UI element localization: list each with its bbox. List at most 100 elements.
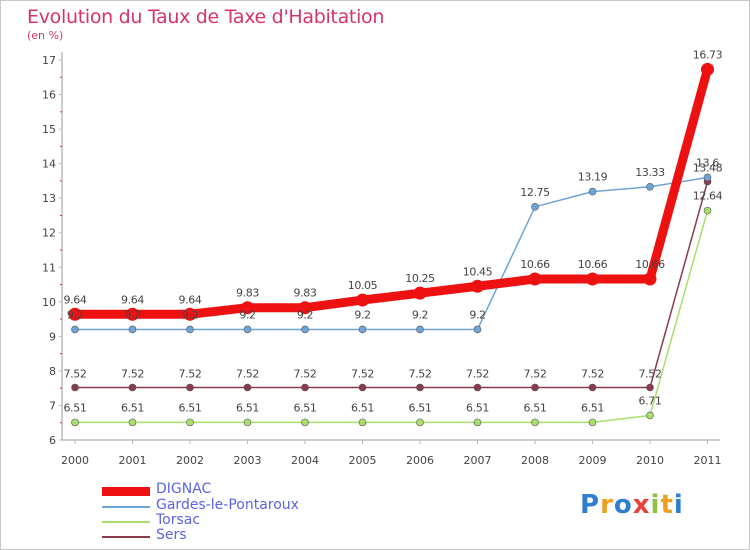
data-label: 9.83 <box>236 287 259 300</box>
data-point <box>703 206 712 215</box>
data-point <box>646 383 654 392</box>
data-point <box>588 418 597 427</box>
data-label: 16.73 <box>693 48 723 61</box>
data-label: 7.52 <box>64 367 87 380</box>
data-label: 12.75 <box>520 186 550 199</box>
x-tick-label: 2002 <box>176 454 204 467</box>
data-point <box>358 383 367 392</box>
y-tick-label: 9 <box>49 330 56 343</box>
data-label: 10.66 <box>635 258 665 271</box>
data-label: 7.52 <box>524 367 547 380</box>
data-label: 10.66 <box>578 258 608 271</box>
y-tick-label: 7 <box>49 399 56 412</box>
data-label: 6.51 <box>351 401 374 414</box>
data-label: 6.51 <box>64 401 87 414</box>
data-label: 13.19 <box>578 171 608 184</box>
data-point <box>71 325 79 334</box>
unit-label: (en %) <box>27 29 64 42</box>
data-label: 6.51 <box>236 401 259 414</box>
data-point <box>416 383 424 392</box>
data-point <box>301 383 309 392</box>
data-point <box>356 293 369 307</box>
series-line-3 <box>74 180 709 389</box>
y-tick-label: 15 <box>42 123 56 136</box>
legend-swatch-dignac <box>102 487 150 496</box>
data-point <box>186 383 194 392</box>
series-line-0 <box>70 64 712 319</box>
data-point <box>413 286 427 300</box>
data-point <box>183 307 197 321</box>
data-point <box>68 307 82 321</box>
y-tick-label: 17 <box>42 54 56 67</box>
data-point <box>186 418 194 427</box>
y-tick-label: 13 <box>42 192 56 205</box>
data-point <box>473 418 482 427</box>
data-label: 9.83 <box>294 287 317 300</box>
y-tick-label: 10 <box>42 296 56 309</box>
data-point <box>586 272 599 286</box>
y-tick-label: 11 <box>42 261 56 274</box>
data-point <box>646 411 654 420</box>
data-point <box>128 325 137 334</box>
data-point <box>643 272 657 286</box>
data-label: 7.52 <box>294 367 317 380</box>
data-point <box>243 383 252 392</box>
data-label: 13.33 <box>635 166 665 179</box>
data-label: 9.2 <box>182 308 198 321</box>
data-label: 7.52 <box>581 367 604 380</box>
data-point <box>126 307 139 321</box>
legend-swatch-sers <box>102 536 150 538</box>
data-point <box>358 418 367 427</box>
x-tick-label: 2003 <box>234 454 262 467</box>
data-point <box>71 418 79 427</box>
data-label: 13.48 <box>693 162 723 175</box>
data-point <box>298 301 312 315</box>
x-tick-label: 2008 <box>521 454 549 467</box>
data-label: 6.51 <box>581 401 604 414</box>
data-point <box>701 62 714 76</box>
x-tick-label: 2004 <box>291 454 319 467</box>
data-label: 10.05 <box>348 279 378 292</box>
data-point <box>588 187 597 196</box>
data-point <box>358 325 367 334</box>
x-tick-label: 2011 <box>694 454 722 467</box>
data-label: 10.25 <box>405 272 435 285</box>
data-point <box>531 383 539 392</box>
data-label: 9.2 <box>469 308 485 321</box>
chart-title: Evolution du Taux de Taxe d'Habitation <box>27 6 385 28</box>
data-point <box>473 325 482 334</box>
data-label: 9.64 <box>64 293 87 306</box>
data-label: 9.2 <box>412 308 428 321</box>
data-point <box>241 301 254 315</box>
y-tick-label: 12 <box>42 227 56 240</box>
data-label: 13.6 <box>696 156 719 169</box>
data-label: 6.51 <box>466 401 489 414</box>
legend-label-torsac: Torsac <box>156 512 201 528</box>
data-point <box>646 182 654 191</box>
data-point <box>531 418 539 427</box>
y-tick-label: 14 <box>42 158 56 171</box>
data-point <box>128 383 137 392</box>
data-point <box>301 418 309 427</box>
data-point <box>71 383 79 392</box>
data-point <box>528 272 542 286</box>
legend-swatch-gardes <box>102 506 150 508</box>
data-label: 9.2 <box>124 308 140 321</box>
data-label: 6.51 <box>294 401 317 414</box>
data-label: 7.52 <box>179 367 202 380</box>
data-label: 10.66 <box>520 258 550 271</box>
x-tick-label: 2006 <box>406 454 434 467</box>
data-label: 6.51 <box>179 401 202 414</box>
data-label: 9.2 <box>354 308 370 321</box>
data-label: 7.52 <box>121 367 144 380</box>
data-point <box>703 173 712 182</box>
data-label: 9.2 <box>297 308 313 321</box>
data-point <box>243 325 252 334</box>
x-tick-label: 2001 <box>119 454 147 467</box>
data-point <box>243 418 252 427</box>
data-label: 6.51 <box>121 401 144 414</box>
data-label: 9.2 <box>239 308 255 321</box>
data-point <box>186 325 194 334</box>
legend-swatch-torsac <box>102 521 150 523</box>
data-label: 6.51 <box>409 401 432 414</box>
